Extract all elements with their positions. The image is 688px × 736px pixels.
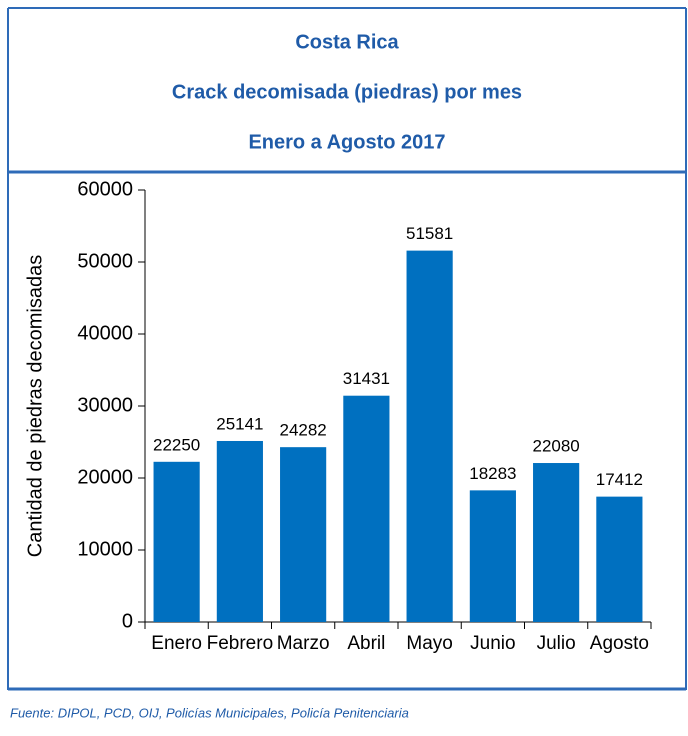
x-tick-label: Marzo [277,633,330,654]
bar [343,395,390,622]
y-tick-label: 30000 [77,394,133,416]
data-label: 22250 [153,435,200,454]
x-tick-label: Agosto [590,633,649,654]
source-note: Fuente: DIPOL, PCD, OIJ, Policías Munici… [10,705,409,720]
data-label: 24282 [279,421,326,440]
x-tick-label: Febrero [207,633,274,654]
data-label: 17412 [596,470,643,489]
frame [7,7,687,691]
chart-title: Costa Rica [295,31,399,53]
bar [533,463,580,622]
chart-subtitle: Enero a Agosto 2017 [248,131,445,153]
bar [406,250,453,622]
x-tick-label: Junio [470,633,515,654]
data-label: 22080 [532,437,579,456]
x-tick-label: Julio [537,633,576,654]
bar [153,461,200,622]
bar [596,496,643,622]
y-tick-label: 40000 [77,322,133,344]
bar [280,447,327,622]
bar [469,490,516,622]
y-tick-label: 60000 [77,178,133,200]
data-label: 51581 [406,224,453,243]
chart-subtitle: Crack decomisada (piedras) por mes [172,81,522,103]
y-tick-label: 50000 [77,250,133,272]
data-label: 18283 [469,464,516,483]
data-label: 25141 [216,414,263,433]
x-tick-label: Abril [347,633,385,654]
bar [216,440,263,622]
data-label: 31431 [343,369,390,388]
y-tick-label: 20000 [77,466,133,488]
y-axis-label: Cantidad de piedras decomisadas [24,255,46,557]
y-tick-label: 0 [122,610,133,632]
y-tick-label: 10000 [77,538,133,560]
x-tick-label: Enero [151,633,202,654]
x-tick-label: Mayo [406,633,452,654]
